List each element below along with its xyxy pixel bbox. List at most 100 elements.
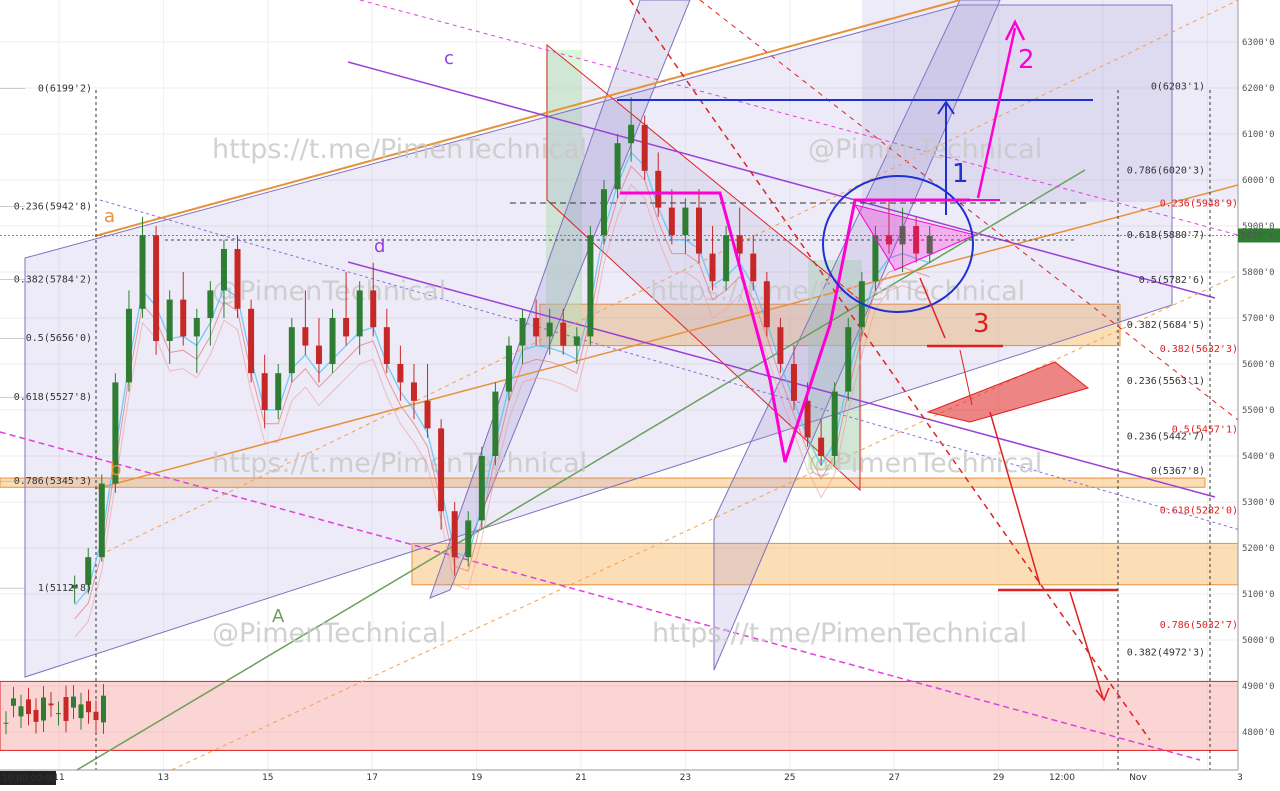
candle-body — [695, 207, 702, 254]
time-cursor-label: 10 00:00:00 — [2, 774, 57, 784]
fib-label-left: 0.618(5527'8) — [14, 392, 92, 403]
fib-label-left: 0(6199'2) — [38, 83, 92, 94]
fib-label-left: 0.236(5942'8) — [14, 201, 92, 212]
candle-body — [872, 235, 879, 282]
fib-label-left: 0.786(5345'3) — [14, 476, 92, 487]
candle-body — [71, 696, 76, 708]
price-tick-label: 6200'0 — [1242, 84, 1275, 94]
time-tick-label: 21 — [575, 773, 586, 783]
candle-body — [668, 207, 675, 236]
candle-body — [804, 400, 811, 438]
watermark-text: https://t.me/PimenTechnical — [212, 134, 587, 165]
price-tick-label: 5200'0 — [1242, 544, 1275, 554]
price-tick-label: 6000'0 — [1242, 176, 1275, 186]
dashed-orange-line — [99, 0, 1239, 556]
candle-body — [56, 713, 61, 715]
falling-wedge — [546, 43, 861, 492]
price-tick-label: 5900'0 — [1242, 222, 1275, 232]
candle-body — [777, 327, 784, 364]
candle-body — [478, 456, 485, 521]
candle-body — [451, 511, 458, 558]
candle-body — [424, 400, 431, 429]
time-tick-label: 19 — [471, 773, 483, 783]
support-zone-5200 — [411, 542, 1239, 586]
candle-body — [492, 391, 499, 456]
magenta-arrow-2 — [976, 27, 1017, 199]
time-tick-label: 11 — [53, 773, 64, 783]
magenta-pattern — [620, 191, 970, 463]
green-highlight-box — [546, 50, 582, 346]
candle-body — [505, 345, 512, 392]
candle-body — [86, 701, 91, 713]
candle-body — [736, 235, 743, 254]
watermark-text: @PimenTechnical — [212, 618, 446, 649]
candle-body — [48, 703, 54, 706]
time-tick-label: 25 — [784, 773, 795, 783]
candle-body — [3, 722, 9, 724]
steep-channel-right — [713, 0, 1001, 671]
fib-label-right: 0.236(5442'7) — [1127, 431, 1205, 442]
candle-body — [356, 290, 363, 337]
red-arrow — [1069, 591, 1104, 699]
fib-zone-0786 — [0, 477, 1206, 488]
ascending-channel — [24, 4, 1173, 678]
fib-label-right: 0.382(4972'3) — [1127, 648, 1205, 659]
label-3: 3 — [973, 309, 990, 339]
candle-body — [587, 235, 594, 337]
magenta-arrow-head — [1004, 19, 1026, 41]
trendline-a-orange — [94, 0, 961, 237]
fib-label-red: 0.382(5632'3) — [1160, 344, 1238, 355]
candle-body — [465, 520, 472, 558]
candle-body — [41, 697, 46, 721]
candle-body — [315, 345, 322, 364]
candle-body — [93, 711, 99, 721]
price-tick-label: 5400'0 — [1242, 452, 1275, 462]
watermark-text: @PimenTechnical — [808, 448, 1042, 479]
watermark-text: @PimenTechnical — [808, 134, 1042, 165]
price-tick-label: 5800'0 — [1242, 268, 1275, 278]
price-tick-label: 5000'0 — [1242, 636, 1275, 646]
price-tick-label: 5500'0 — [1242, 406, 1275, 416]
candle-body — [641, 124, 648, 171]
time-tick-label: 27 — [888, 773, 899, 783]
candle-body — [112, 382, 119, 484]
fib-label-red: 0.5(5457'1) — [1172, 425, 1238, 436]
magenta-triangle — [853, 204, 977, 271]
time-axis-background — [0, 770, 1280, 791]
fib-label-right: 0(5367'8) — [1151, 466, 1205, 477]
candle-body — [600, 189, 607, 236]
price-tick-label: 5700'0 — [1242, 314, 1275, 324]
time-tick-label: 17 — [366, 773, 377, 783]
time-tick-label: 13 — [158, 773, 169, 783]
dashed-red-line-2 — [699, 0, 1239, 421]
red-arrow — [919, 277, 946, 339]
candle-body — [845, 327, 852, 392]
time-tick-label: Nov — [1129, 773, 1147, 783]
candle-body — [438, 428, 445, 512]
candle-body — [750, 253, 757, 282]
candle-body — [71, 584, 78, 589]
candle-body — [655, 170, 662, 208]
wave-label-d: d — [374, 236, 385, 257]
blue-circle — [822, 175, 974, 313]
watermark-text: https://t.me/PimenTechnical — [212, 448, 587, 479]
candle-body — [248, 308, 255, 374]
moving-average-pink — [74, 183, 930, 638]
price-tick-label: 4800'0 — [1242, 728, 1275, 738]
label-1: 1 — [952, 159, 969, 189]
candle-body — [628, 124, 635, 144]
candle-body — [723, 235, 730, 282]
fib-label-right: 0.236(5563'1) — [1127, 376, 1205, 387]
wave-label-c: c — [444, 48, 454, 69]
fib-label-right: 0.786(6020'3) — [1127, 166, 1205, 177]
fib-label-left: 0.5(5656'0) — [26, 333, 92, 344]
candle-body — [18, 706, 24, 717]
watermark-text: https://t.me/PimenTechnical — [652, 618, 1027, 649]
wave-label-a: a — [104, 206, 115, 227]
label-2: 2 — [1018, 45, 1035, 75]
candle-body — [519, 318, 526, 346]
candle-body — [125, 308, 132, 383]
price-tick-label: 5100'0 — [1242, 590, 1275, 600]
